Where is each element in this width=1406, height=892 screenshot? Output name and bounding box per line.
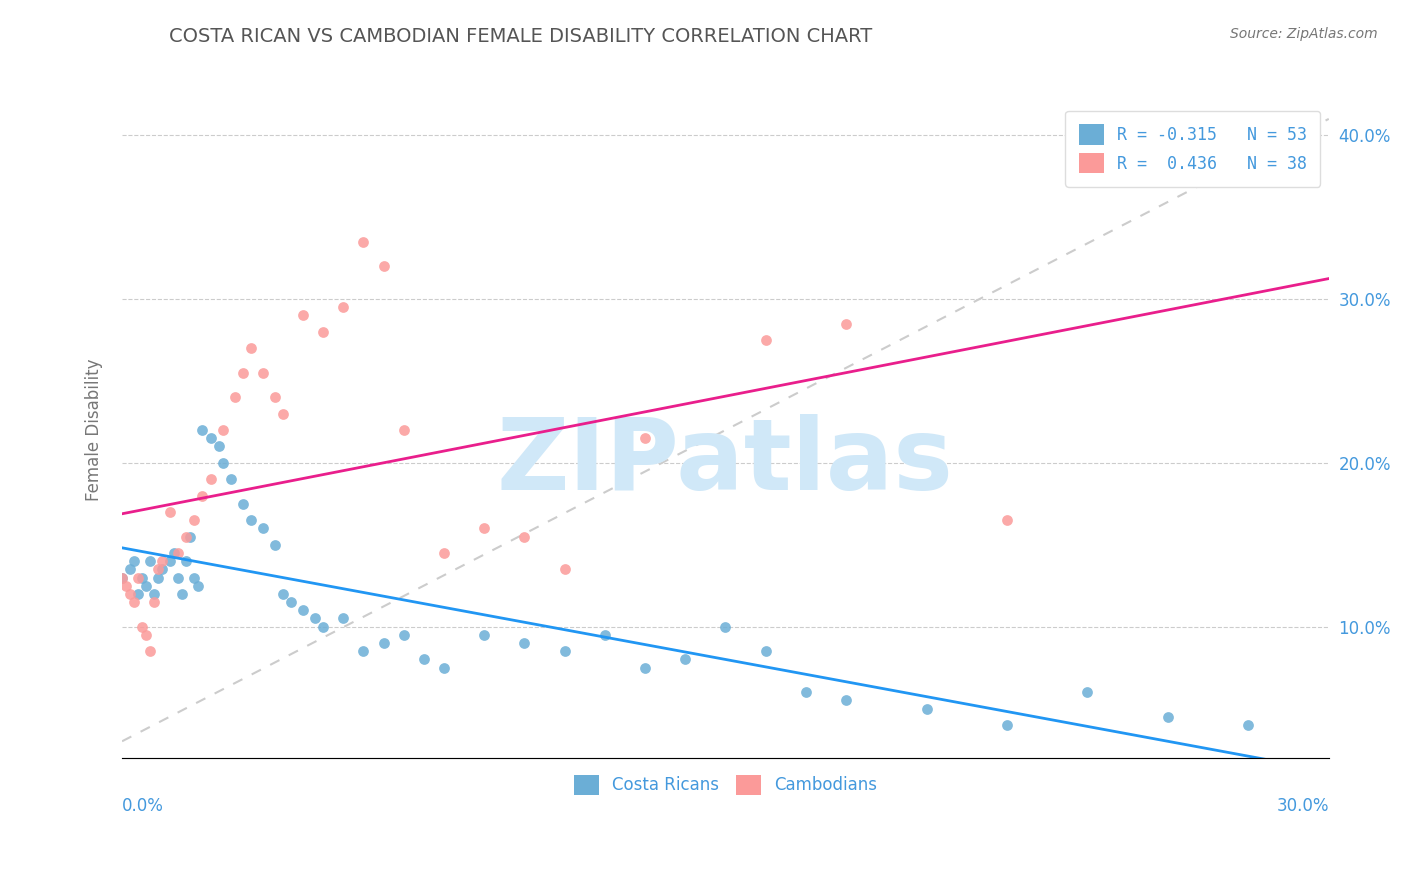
Point	[159, 505, 181, 519]
Point	[111, 570, 134, 584]
Point	[148, 570, 170, 584]
Point	[163, 546, 186, 560]
Point	[159, 554, 181, 568]
Point	[200, 431, 222, 445]
Point	[224, 390, 246, 404]
Text: 30.0%: 30.0%	[1277, 797, 1329, 814]
Point	[915, 701, 938, 715]
Point	[127, 570, 149, 584]
Point	[122, 554, 145, 568]
Point	[127, 587, 149, 601]
Point	[232, 366, 254, 380]
Point	[794, 685, 817, 699]
Point	[252, 366, 274, 380]
Text: COSTA RICAN VS CAMBODIAN FEMALE DISABILITY CORRELATION CHART: COSTA RICAN VS CAMBODIAN FEMALE DISABILI…	[169, 27, 872, 45]
Point	[200, 472, 222, 486]
Point	[135, 628, 157, 642]
Point	[211, 456, 233, 470]
Point	[252, 521, 274, 535]
Point	[264, 538, 287, 552]
Point	[135, 579, 157, 593]
Point	[191, 489, 214, 503]
Point	[995, 513, 1018, 527]
Point	[634, 660, 657, 674]
Point	[1237, 718, 1260, 732]
Point	[392, 628, 415, 642]
Point	[271, 587, 294, 601]
Point	[122, 595, 145, 609]
Point	[373, 636, 395, 650]
Point	[264, 390, 287, 404]
Point	[373, 260, 395, 274]
Point	[392, 423, 415, 437]
Point	[131, 620, 153, 634]
Y-axis label: Female Disability: Female Disability	[86, 359, 103, 501]
Point	[239, 513, 262, 527]
Point	[120, 562, 142, 576]
Point	[554, 562, 576, 576]
Point	[139, 554, 162, 568]
Point	[292, 309, 315, 323]
Legend: Costa Ricans, Cambodians: Costa Ricans, Cambodians	[567, 768, 884, 802]
Point	[1076, 685, 1098, 699]
Point	[304, 611, 326, 625]
Point	[239, 341, 262, 355]
Point	[183, 570, 205, 584]
Point	[332, 611, 354, 625]
Point	[207, 440, 229, 454]
Point	[593, 628, 616, 642]
Point	[292, 603, 315, 617]
Point	[139, 644, 162, 658]
Text: ZIPatlas: ZIPatlas	[496, 415, 953, 511]
Point	[172, 587, 194, 601]
Point	[120, 587, 142, 601]
Point	[433, 660, 456, 674]
Point	[167, 546, 190, 560]
Point	[513, 530, 536, 544]
Point	[352, 235, 374, 249]
Point	[433, 546, 456, 560]
Point	[472, 628, 495, 642]
Point	[115, 579, 138, 593]
Point	[111, 570, 134, 584]
Point	[131, 570, 153, 584]
Point	[176, 530, 198, 544]
Point	[673, 652, 696, 666]
Text: Source: ZipAtlas.com: Source: ZipAtlas.com	[1230, 27, 1378, 41]
Point	[995, 718, 1018, 732]
Point	[412, 652, 434, 666]
Point	[271, 407, 294, 421]
Point	[835, 693, 858, 707]
Point	[232, 497, 254, 511]
Point	[472, 521, 495, 535]
Point	[143, 587, 166, 601]
Point	[332, 300, 354, 314]
Point	[280, 595, 302, 609]
Point	[1157, 710, 1180, 724]
Point	[167, 570, 190, 584]
Point	[219, 472, 242, 486]
Point	[187, 579, 209, 593]
Point	[191, 423, 214, 437]
Point	[211, 423, 233, 437]
Point	[634, 431, 657, 445]
Point	[714, 620, 737, 634]
Point	[148, 562, 170, 576]
Point	[143, 595, 166, 609]
Point	[312, 325, 335, 339]
Point	[179, 530, 201, 544]
Point	[176, 554, 198, 568]
Point	[513, 636, 536, 650]
Text: 0.0%: 0.0%	[122, 797, 165, 814]
Point	[835, 317, 858, 331]
Point	[312, 620, 335, 634]
Point	[183, 513, 205, 527]
Point	[352, 644, 374, 658]
Point	[755, 644, 778, 658]
Point	[755, 333, 778, 347]
Point	[150, 562, 173, 576]
Point	[554, 644, 576, 658]
Point	[150, 554, 173, 568]
